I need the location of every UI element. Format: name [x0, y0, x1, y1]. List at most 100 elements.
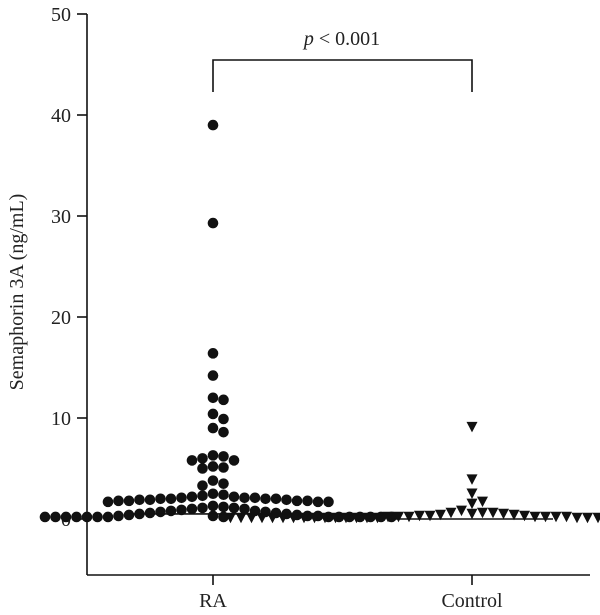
data-point-ra [102, 511, 114, 523]
data-point-ra [71, 511, 82, 523]
data-point-control [477, 496, 488, 508]
p-label: p [302, 28, 314, 50]
data-point-ra [197, 502, 208, 514]
data-point-ra [123, 509, 135, 521]
data-point-control [361, 512, 373, 524]
data-point-control [288, 512, 299, 524]
y-ticks-layer: 01020304050 [51, 4, 473, 585]
data-point-control [571, 512, 583, 524]
data-point-ra [50, 511, 61, 523]
data-point-ra [207, 475, 219, 486]
data-point-control [277, 512, 289, 524]
data-point-ra [291, 495, 303, 507]
data-point-control [414, 510, 425, 522]
data-point-ra [113, 495, 124, 507]
data-point-control [319, 512, 331, 524]
data-point-ra [113, 510, 124, 522]
data-point-ra [197, 480, 208, 491]
data-point-control [519, 510, 530, 522]
data-point-ra [207, 500, 219, 512]
data-point-control [561, 511, 572, 523]
data-point-control [256, 512, 268, 524]
data-point-ra [60, 511, 72, 523]
data-point-ra [239, 503, 250, 515]
data-point-ra [207, 422, 219, 434]
data-point-ra [302, 495, 313, 507]
data-point-ra [239, 492, 250, 504]
data-point-ra [218, 478, 229, 489]
data-point-ra [207, 119, 219, 131]
data-point-ra [197, 453, 208, 464]
data-point-control [487, 507, 499, 519]
points-layer [39, 119, 600, 524]
data-point-ra [218, 462, 229, 473]
data-point-ra [207, 450, 219, 461]
data-point-control [403, 511, 415, 523]
data-point-ra [197, 463, 208, 474]
data-point-ra [134, 494, 145, 506]
data-point-ra [207, 408, 219, 420]
data-point-ra [155, 493, 166, 505]
data-point-ra [218, 413, 229, 425]
data-point-ra [123, 495, 135, 507]
data-point-control [424, 510, 436, 522]
p-value-text: < 0.001 [314, 28, 380, 50]
data-point-control [466, 488, 478, 499]
data-point-ra [197, 490, 208, 502]
p-value-annotation: p < 0.001 [302, 28, 380, 50]
data-point-control [592, 512, 600, 524]
y-axis-label: Semaphorin 3A (ng/mL) [6, 194, 28, 391]
data-point-control [235, 512, 247, 524]
data-point-ra [249, 492, 261, 504]
data-point-ra [207, 348, 219, 359]
y-tick-label: 30 [51, 206, 71, 228]
data-point-control [225, 512, 236, 524]
data-point-control [246, 512, 257, 524]
category-label-control: Control [441, 590, 503, 612]
data-point-ra [176, 492, 187, 504]
data-point-ra [312, 496, 324, 508]
data-point-ra [207, 370, 219, 381]
data-point-ra [228, 491, 240, 503]
data-point-ra [165, 493, 177, 505]
data-point-ra [207, 510, 219, 522]
data-point-control [351, 512, 362, 524]
data-point-ra [92, 511, 103, 523]
data-point-control [529, 511, 541, 523]
data-point-ra [218, 489, 229, 501]
data-point-ra [102, 496, 114, 508]
data-point-control [372, 512, 383, 524]
category-labels-layer: RA Control [199, 590, 503, 612]
y-tick-label: 50 [51, 4, 71, 26]
data-point-control [330, 512, 341, 524]
significance-bracket [212, 59, 473, 92]
data-point-ra [155, 506, 166, 518]
data-point-control [466, 508, 478, 520]
axes-layer [86, 14, 590, 576]
data-point-ra [228, 502, 240, 514]
data-point-ra [39, 511, 51, 523]
data-point-ra [260, 493, 271, 505]
category-label-ra: RA [199, 590, 227, 612]
annotation-layer: p < 0.001 [212, 28, 473, 92]
data-point-control [550, 511, 562, 523]
data-point-control [477, 507, 488, 519]
data-point-control [498, 508, 509, 520]
data-point-ra [323, 496, 334, 508]
data-point-ra [186, 455, 198, 466]
data-point-ra [207, 392, 219, 404]
data-point-control [466, 421, 478, 433]
data-point-ra [144, 507, 156, 519]
data-point-ra [218, 394, 229, 406]
data-point-control [540, 511, 551, 523]
data-point-ra [270, 493, 282, 505]
data-point-ra [207, 217, 219, 229]
data-point-ra [218, 501, 229, 513]
data-point-ra [218, 451, 229, 462]
data-point-ra [207, 461, 219, 472]
y-tick-label: 20 [51, 307, 71, 329]
data-point-ra [228, 455, 240, 466]
data-point-control [382, 511, 394, 523]
